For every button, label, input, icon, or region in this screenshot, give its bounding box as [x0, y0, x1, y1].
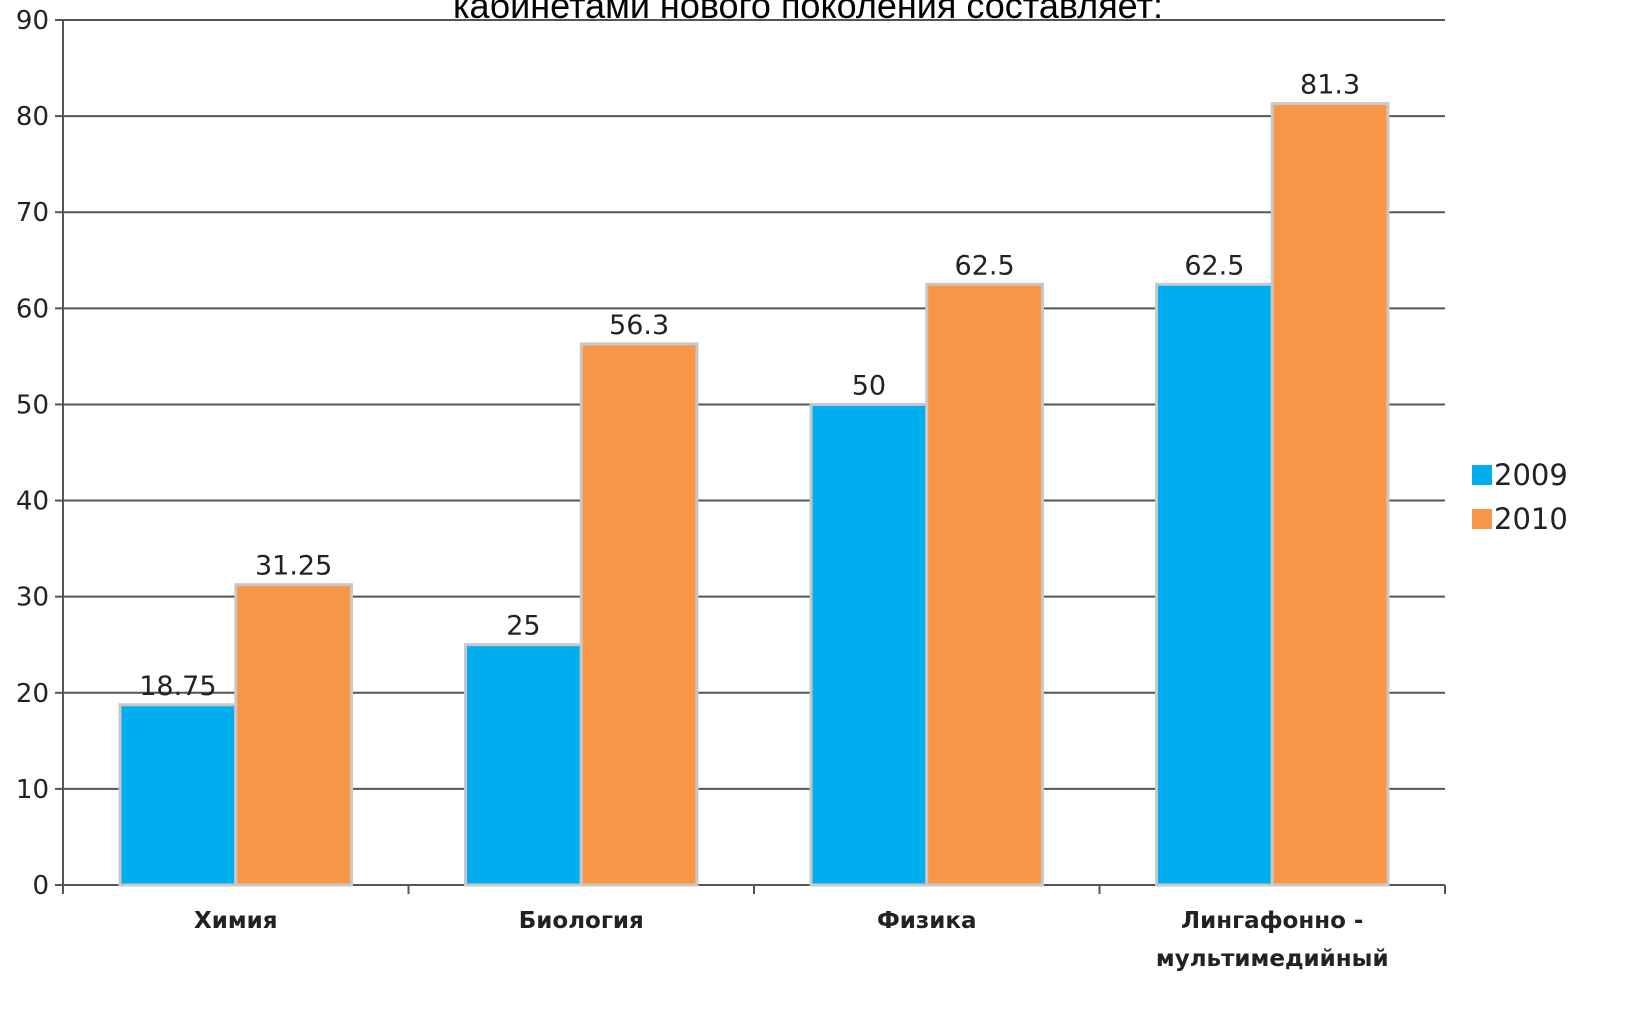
y-tick-label: 70: [16, 198, 49, 228]
y-tick-label: 60: [16, 294, 49, 324]
bars: [118, 102, 1390, 887]
y-tick-label: 0: [32, 871, 49, 901]
legend-swatch-2010: [1472, 509, 1492, 529]
x-category-label: мультимедийный: [1156, 946, 1389, 972]
y-tick-label: 30: [16, 583, 49, 613]
data-label: 25: [506, 611, 540, 642]
data-label: 31.25: [255, 551, 332, 582]
bar-2009: [1155, 282, 1274, 887]
x-category-label: Химия: [194, 908, 278, 934]
x-category-label: Физика: [877, 908, 977, 934]
data-label: 81.3: [1300, 70, 1360, 101]
data-label: 56.3: [609, 310, 669, 341]
x-category-label: Биология: [519, 908, 644, 934]
y-axis-labels: 0 10 20 30 40 50 60 70 80 90: [16, 6, 49, 901]
y-tick-label: 10: [16, 775, 49, 805]
data-label: 62.5: [1184, 250, 1244, 281]
y-tick-label: 20: [16, 679, 49, 709]
bar-2010: [234, 583, 353, 887]
x-category-label: Лингафонно -: [1181, 908, 1363, 934]
y-tick-label: 90: [16, 6, 49, 36]
bar-2010: [1270, 102, 1390, 887]
bar-2009: [809, 402, 929, 887]
data-label: 50: [852, 370, 886, 401]
data-label: 62.5: [955, 250, 1015, 281]
y-tick-label: 40: [16, 487, 49, 517]
bar-2010: [925, 282, 1044, 887]
legend-swatch-2009: [1472, 465, 1492, 485]
bar-2010: [579, 342, 699, 887]
chart-title: кабинетами нового поколения составляет:: [453, 0, 1163, 26]
y-tick-label: 50: [16, 390, 49, 420]
x-axis-labels: Химия Биология Физика Лингафонно - мультимед…: [194, 908, 1389, 972]
legend-label-2010: 2010: [1494, 502, 1568, 536]
bar-2009: [464, 643, 583, 887]
y-tick-label: 80: [16, 102, 49, 132]
legend-label-2009: 2009: [1494, 458, 1568, 492]
bar-2009: [118, 703, 238, 887]
data-label: 18.75: [139, 671, 216, 702]
data-labels: 18.75 25 50 62.5 31.25 56.3 62.5 81.3: [139, 70, 1360, 702]
legend: 2009 2010: [1472, 458, 1568, 536]
